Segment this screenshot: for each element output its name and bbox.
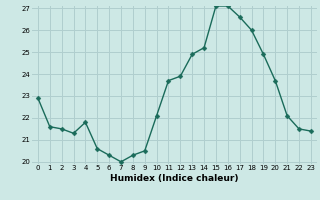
X-axis label: Humidex (Indice chaleur): Humidex (Indice chaleur)	[110, 174, 239, 183]
